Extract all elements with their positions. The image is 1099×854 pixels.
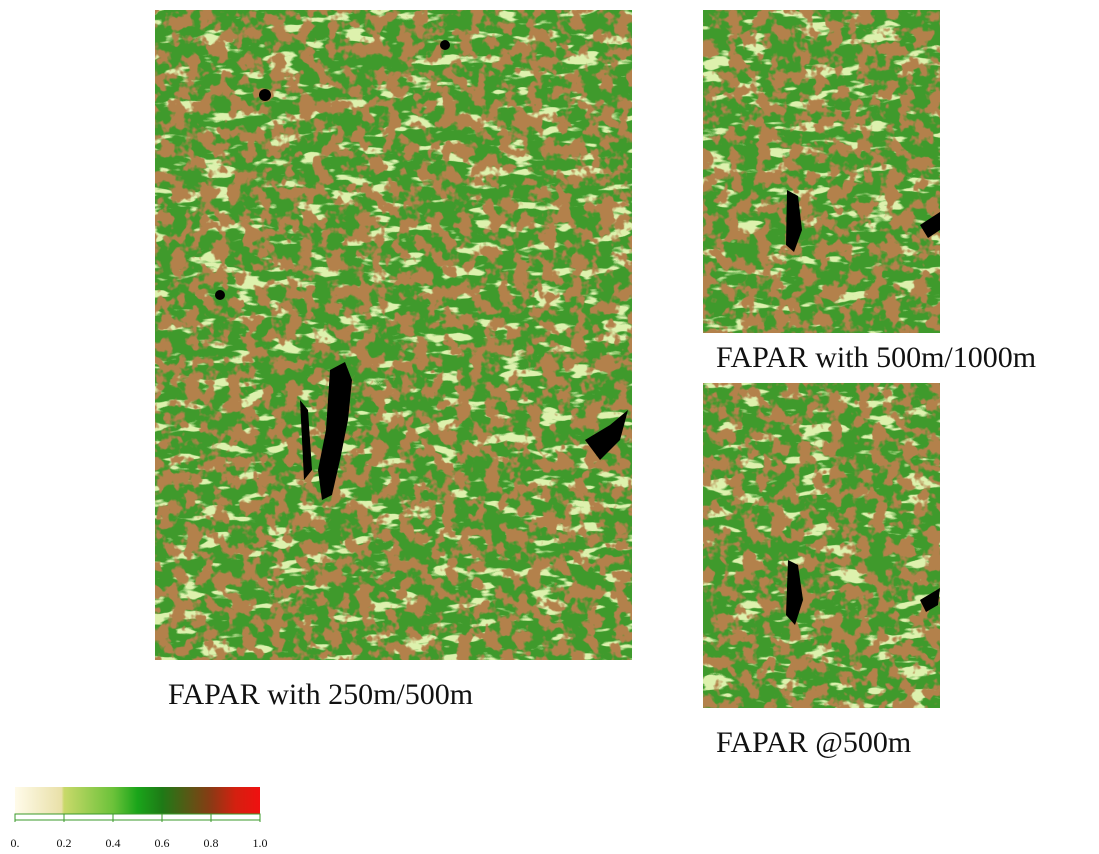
tick-label: 0.2 (57, 836, 72, 850)
caption: FAPAR @500m (716, 726, 911, 759)
tick-label: 0.6 (155, 836, 170, 850)
tick-label: 0.4 (106, 836, 121, 850)
caption: FAPAR with 250m/500m (168, 678, 473, 711)
tick-label: 1.0 (253, 836, 268, 850)
colorbar (15, 787, 260, 814)
colorbar-ticks: 0. 0.2 0.4 0.6 0.8 1.0 (11, 814, 268, 850)
map-bottom-right (703, 383, 940, 708)
caption: FAPAR with 500m/1000m (716, 341, 1036, 374)
map-top-right (703, 10, 940, 333)
tick-label: 0. (11, 836, 20, 850)
map-large (155, 10, 632, 660)
colorbar-frame (14, 813, 261, 821)
tick-label: 0.8 (204, 836, 219, 850)
